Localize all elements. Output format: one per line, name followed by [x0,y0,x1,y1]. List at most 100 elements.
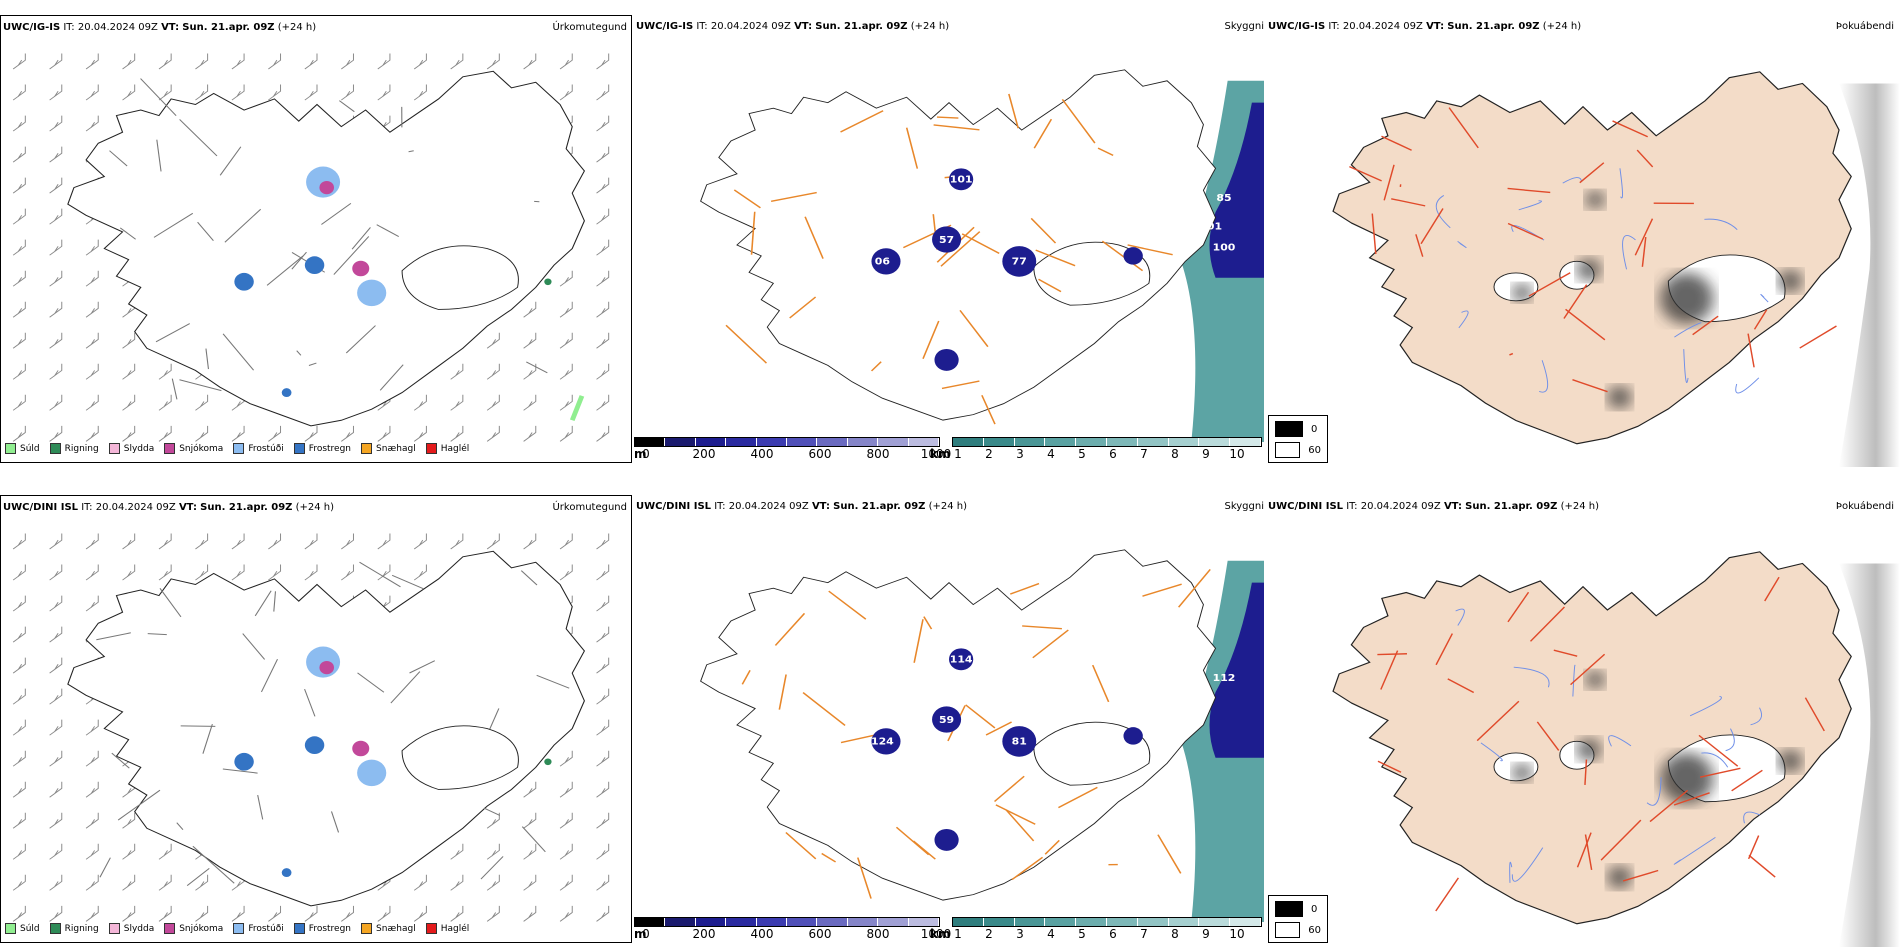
wind-barb [122,53,136,70]
wind-barb [49,115,63,132]
cloud-base-label: 57 [939,234,954,245]
legend-label: Snæhagl [376,443,416,454]
road-line [242,633,266,660]
road-line [961,233,1000,254]
road-line [171,378,178,400]
road-line [1022,625,1062,630]
model-name: UWC/DINI ISL [1268,501,1344,512]
colorbar-tick: 3 [1016,927,1024,941]
road-line [1142,583,1182,597]
iceland-map [12,533,610,922]
wind-barb [559,53,573,70]
lead-time: (+24 h) [277,22,317,33]
fog-blob [1778,749,1803,773]
road-line [1415,234,1424,257]
wind-barb [12,750,26,767]
road-line [1157,834,1182,874]
glacier-outline [1033,721,1151,786]
colorbar-cell [635,438,666,446]
legend-item: Frostregn [293,923,351,934]
fog-blob [1576,257,1602,282]
legend-item: 60 [1275,922,1321,938]
init-time-value: 20.04.2024 09Z [77,22,158,33]
wind-barb [341,533,354,550]
legend-label: Rigning [64,443,99,454]
road-line [1565,308,1606,341]
cloud-base-label: 06 [875,256,890,267]
wind-barb [268,425,282,442]
init-time-value: 20.04.2024 09Z [1342,21,1423,32]
road-line [409,660,436,674]
wind-barb [523,781,537,798]
wind-barb [596,208,610,225]
colorbar-strip [634,917,940,927]
road-line [1579,162,1605,184]
precipitation-patch [304,736,325,755]
river-line [1725,728,1735,752]
valid-time-value: Sun. 21.apr. 09Z [182,22,275,33]
cloud-base-label: 59 [939,714,954,725]
colorbar-cell [847,918,879,926]
colorbar-cell [1076,918,1107,926]
colorbar-cell [1168,438,1200,446]
road-line [789,296,817,319]
wind-barb [85,812,99,829]
colorbar-cell [953,918,984,926]
river-line [1646,777,1662,806]
road-line [895,826,930,856]
cloud-base-label: 101 [1199,221,1222,232]
road-line [923,616,933,630]
wind-barb [12,657,26,674]
legend-item: 0 [1275,901,1321,917]
precipitation-patch [357,759,387,787]
wind-barb [12,781,26,798]
low-cloud-patch [949,648,974,671]
river-line [1760,293,1769,303]
wind-barb [85,533,99,550]
legend-label: Snjókoma [179,923,224,934]
road-line [1380,650,1399,690]
legend-item: Haglél [425,443,469,454]
lead-time: (+24 h) [295,502,335,513]
colorbar-ticks: km 1 2 3 4 5 6 7 8 9 10 [930,447,1262,461]
wind-barb [559,332,573,349]
road-line [179,379,222,392]
precipitation-patch [319,660,335,675]
wind-barb [195,394,209,411]
road-line [1804,697,1825,732]
colorbar-tick: 400 [750,447,774,461]
wind-barb [559,425,573,442]
colorbar-cell [726,918,757,926]
wind-barb [596,332,610,349]
wind-barb [486,874,500,891]
road-line [520,570,538,586]
colorbar-cell [1137,918,1169,926]
road-line [1476,700,1520,742]
wind-barb [486,843,500,860]
river-line [1704,218,1738,230]
wind-barb [12,84,26,101]
road-line [1584,834,1593,870]
legend-item: Snæhagl [361,923,416,934]
wind-barb [12,719,26,736]
wind-barb [12,146,26,163]
colorbar-tick: 5 [1078,927,1086,941]
road-line [1127,244,1173,256]
road-line [959,309,989,348]
colorbar-cell [1230,438,1261,446]
panel-title: Þokuábendi [1835,21,1894,32]
wind-barb [486,332,500,349]
wind-barb [85,843,99,860]
wind-barb [413,84,427,101]
precip-type-panel: UWC/IG-IS IT: 20.04.2024 09Z VT: Sun. 21… [0,15,632,463]
road-line [750,211,756,255]
wind-barb [12,564,26,581]
wind-barb [158,843,172,860]
wind-barb [596,657,610,674]
legend-item: 0 [1275,421,1321,437]
init-time-value: 20.04.2024 09Z [728,501,809,512]
wind-barb [122,533,136,550]
road-line [1612,120,1649,138]
wind-barb [122,84,136,101]
road-line [1101,240,1144,272]
